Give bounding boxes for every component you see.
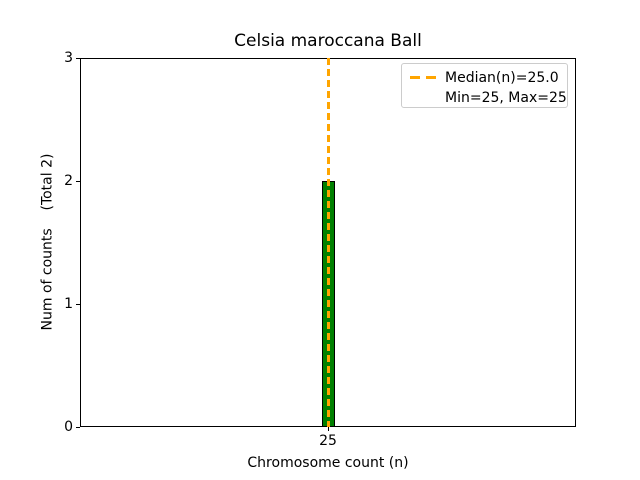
y-axis-label: Num of counts (Total 2) bbox=[39, 153, 56, 331]
x-axis-label: Chromosome count (n) bbox=[247, 455, 409, 471]
legend-box: Median(n)=25.0 Min=25, Max=25 bbox=[401, 63, 568, 108]
legend-median-label: Median(n)=25.0 bbox=[445, 69, 559, 86]
x-tick-mark bbox=[327, 427, 329, 431]
y-tick-mark bbox=[76, 180, 80, 182]
y-tick-mark bbox=[76, 57, 80, 59]
legend-entry-minmax: Min=25, Max=25 bbox=[410, 88, 567, 107]
chart-title: Celsia maroccana Ball bbox=[234, 31, 422, 51]
y-tick-label: 0 bbox=[64, 419, 73, 435]
x-tick-label: 25 bbox=[319, 433, 337, 449]
y-tick-mark bbox=[76, 426, 80, 428]
legend-empty-handle bbox=[410, 96, 436, 99]
legend-entry-median: Median(n)=25.0 bbox=[410, 68, 559, 87]
median-line bbox=[326, 58, 330, 427]
y-tick-mark bbox=[76, 303, 80, 305]
y-tick-label: 1 bbox=[64, 296, 73, 312]
dashed-line-icon bbox=[410, 76, 436, 79]
y-tick-label: 2 bbox=[64, 173, 73, 189]
y-tick-label: 3 bbox=[64, 50, 73, 66]
legend-minmax-label: Min=25, Max=25 bbox=[445, 89, 567, 106]
